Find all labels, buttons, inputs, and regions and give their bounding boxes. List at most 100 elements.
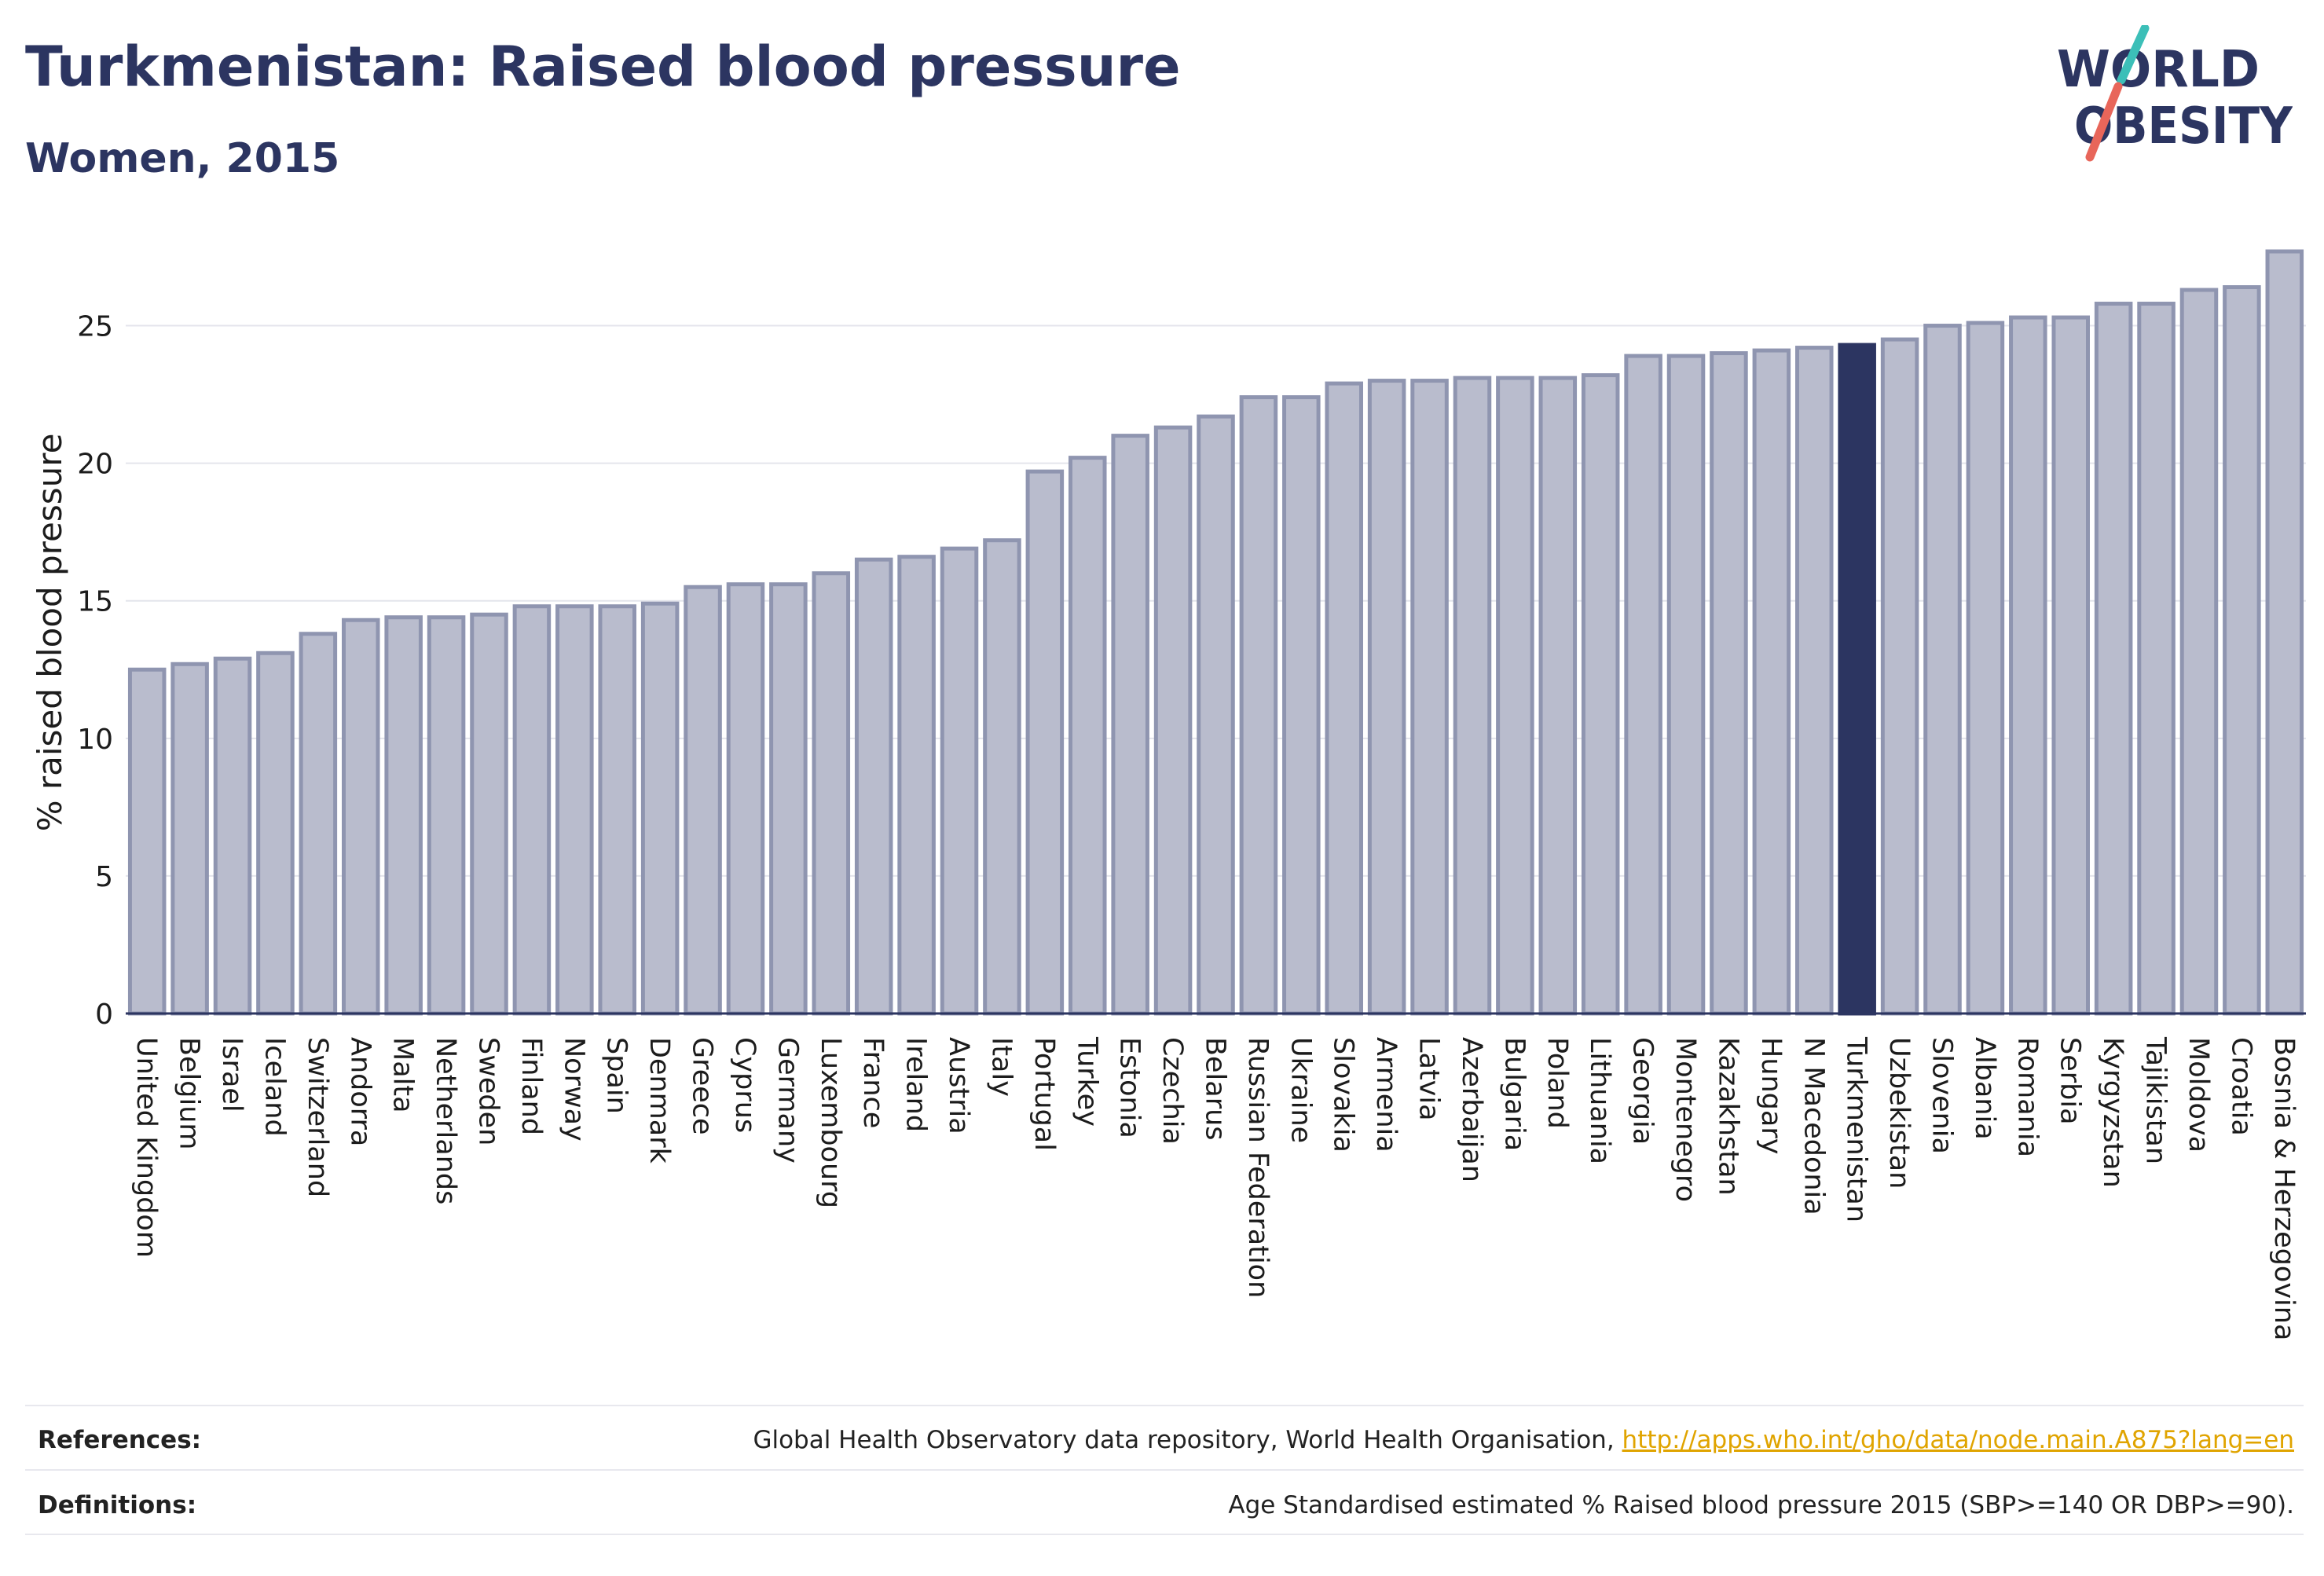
x-tick-label: Iceland	[258, 1037, 290, 1137]
references-text: Global Health Observatory data repositor…	[753, 1426, 1615, 1454]
x-tick-label: Slovenia	[1926, 1037, 1958, 1154]
x-tick-label: Bosnia & Herzegovina	[2268, 1037, 2300, 1340]
x-tick-label: Germany	[772, 1037, 803, 1164]
bar	[1239, 395, 1278, 1016]
bar	[342, 618, 380, 1016]
x-tick-label: Turkey	[1071, 1036, 1102, 1127]
bar-highlight	[1838, 343, 1876, 1016]
x-tick-label: Lithuania	[1584, 1037, 1615, 1164]
bar	[1282, 395, 1321, 1016]
references-link[interactable]: http://apps.who.int/gho/data/node.main.A…	[1622, 1426, 2294, 1454]
y-tick-label: 10	[77, 724, 113, 756]
bar	[1367, 379, 1406, 1016]
x-tick-label: Greece	[687, 1037, 718, 1135]
bar	[1538, 376, 1578, 1016]
x-tick-label: Croatia	[2225, 1037, 2256, 1136]
x-tick-label: Albania	[1969, 1037, 2000, 1140]
bar	[812, 571, 851, 1016]
x-tick-label: Armenia	[1370, 1037, 1402, 1153]
chart-subtitle: Women, 2015	[25, 135, 340, 182]
x-tick-label: Belarus	[1200, 1037, 1231, 1141]
references-label: References:	[38, 1426, 202, 1454]
footer-divider-middle	[25, 1469, 2304, 1471]
bar	[1496, 376, 1534, 1016]
x-tick-label: Netherlands	[430, 1037, 461, 1204]
x-tick-label: Turkmenistan	[1841, 1036, 1872, 1222]
x-tick-label: Austria	[943, 1037, 974, 1134]
references-value: Global Health Observatory data repositor…	[753, 1426, 2294, 1454]
logo-slash-teal	[2117, 25, 2150, 85]
bar	[427, 615, 466, 1016]
bar	[769, 582, 808, 1016]
bar-chart: 0 5 10 15 20 25 % raised blood pressure United …	[31, 249, 2306, 1340]
bar	[384, 615, 423, 1016]
x-tick-label: Poland	[1541, 1037, 1573, 1129]
chart-title: Turkmenistan: Raised blood pressure	[25, 35, 1181, 99]
bar	[1069, 456, 1107, 1016]
x-tick-label: Switzerland	[302, 1037, 333, 1197]
x-tick-label: Azerbaijan	[1456, 1037, 1487, 1182]
x-tick-label: Denmark	[643, 1037, 675, 1164]
bar	[1111, 434, 1149, 1016]
bar	[2265, 249, 2304, 1016]
x-tick-label: Belgium	[174, 1037, 205, 1150]
bar	[726, 582, 765, 1016]
x-tick-label: Georgia	[1627, 1037, 1659, 1145]
bar	[127, 667, 167, 1016]
world-obesity-logo: WORLD OBESITY	[2057, 25, 2293, 162]
x-tick-label: Montenegro	[1670, 1037, 1701, 1202]
bar	[1197, 414, 1235, 1016]
bar	[2094, 302, 2133, 1016]
y-tick-label: 0	[95, 999, 113, 1031]
bar	[1795, 346, 1834, 1016]
footer-divider-top	[25, 1405, 2304, 1406]
bar	[2051, 315, 2091, 1016]
bar	[1453, 376, 1492, 1016]
bar	[1624, 354, 1662, 1016]
x-tick-label: Czechia	[1157, 1037, 1188, 1145]
bar	[299, 632, 338, 1016]
x-tick-label: Cyprus	[729, 1037, 761, 1133]
x-tick-label: Kyrgyzstan	[2097, 1037, 2128, 1188]
definitions-value: Age Standardised estimated % Raised bloo…	[1228, 1491, 2294, 1519]
bar	[640, 601, 680, 1016]
x-tick-label: Norway	[558, 1037, 589, 1142]
bar	[684, 585, 722, 1016]
bar	[1153, 425, 1193, 1016]
bar	[940, 546, 979, 1016]
bar	[555, 604, 594, 1016]
x-tick-label: Portugal	[1028, 1037, 1060, 1151]
x-tick-label: Spain	[601, 1037, 632, 1114]
bar	[854, 557, 893, 1016]
bar	[1410, 379, 1449, 1016]
bar	[170, 662, 209, 1016]
x-tick-label: Andorra	[344, 1037, 376, 1146]
y-tick-label: 25	[77, 311, 113, 343]
x-tick-label: Hungary	[1755, 1037, 1787, 1154]
y-tick-label: 5	[95, 861, 113, 893]
x-tick-label: Finland	[515, 1037, 547, 1135]
y-axis-title: % raised blood pressure	[31, 434, 69, 832]
y-tick-label: 20	[77, 449, 113, 481]
footer-divider-bottom	[25, 1534, 2304, 1535]
x-tick-label: N Macedonia	[1798, 1037, 1829, 1215]
x-tick-label: Kazakhstan	[1712, 1037, 1743, 1196]
bar	[256, 651, 295, 1016]
definitions-label: Definitions:	[38, 1491, 197, 1519]
x-tick-label: Sweden	[473, 1037, 504, 1145]
bar	[897, 555, 936, 1016]
x-tick-label: Latvia	[1413, 1037, 1445, 1121]
bar	[1710, 351, 1748, 1016]
x-tick-label: Malta	[387, 1037, 419, 1113]
x-tick-label: Israel	[216, 1037, 247, 1112]
bar	[2179, 288, 2219, 1016]
x-tick-label: Luxembourg	[815, 1037, 846, 1208]
x-tick-label: Ukraine	[1285, 1037, 1316, 1143]
bar	[1025, 469, 1065, 1016]
x-tick-label: Serbia	[2055, 1037, 2086, 1125]
x-tick-label: Slovakia	[1328, 1037, 1359, 1153]
x-tick-label: Romania	[2011, 1037, 2043, 1157]
bar	[2137, 302, 2176, 1016]
x-tick-label: Moldova	[2183, 1037, 2214, 1153]
bar	[512, 604, 552, 1016]
